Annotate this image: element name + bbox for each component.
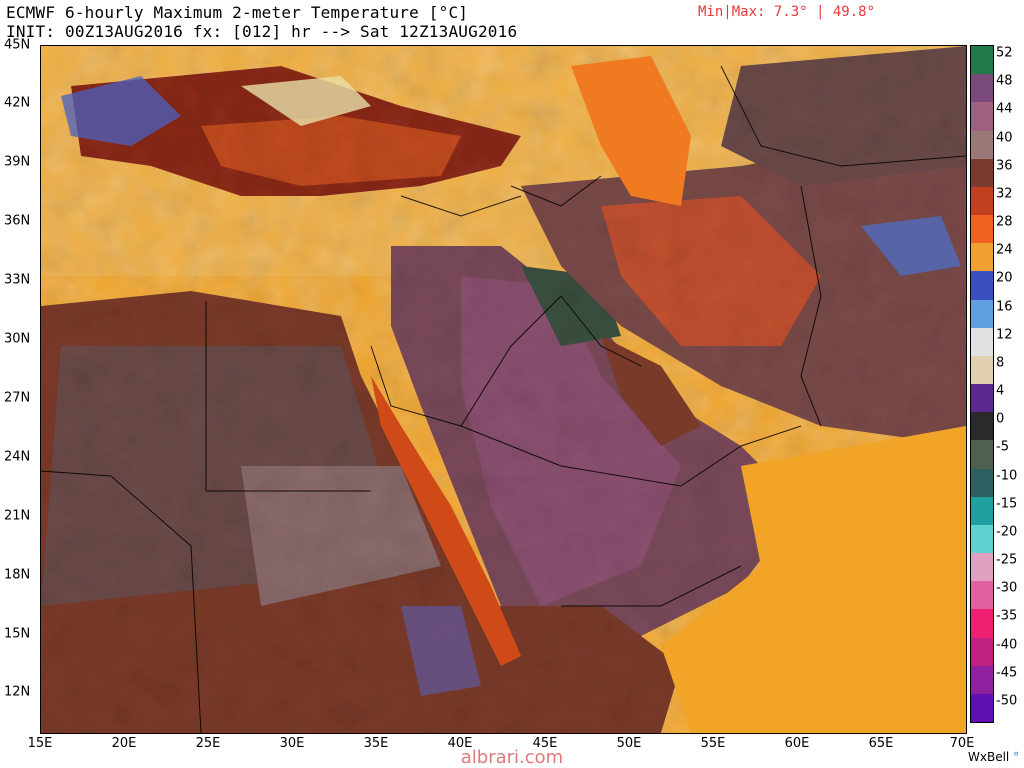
colorbar-label: 12 [996, 327, 1013, 343]
lon-label: 35E [363, 736, 389, 751]
colorbar-label: -25 [996, 552, 1018, 568]
colorbar-swatch [971, 74, 993, 103]
lon-label: 50E [616, 736, 642, 751]
red-sea [371, 376, 521, 666]
colorbar-swatch [971, 355, 993, 385]
colorbar-swatch [971, 468, 993, 498]
map-svg [41, 46, 966, 733]
lon-label: 70E [949, 736, 975, 751]
colorbar-label: -40 [996, 637, 1018, 652]
lat-label: 39N [4, 154, 31, 170]
colorbar-label: -35 [996, 608, 1018, 624]
colorbar-label: -45 [996, 665, 1018, 681]
colorbar-label: 40 [996, 130, 1013, 145]
colorbar-swatch [971, 327, 993, 357]
lat-label: 18N [4, 567, 31, 583]
colorbar-swatch [971, 158, 993, 188]
colorbar-label: 36 [996, 158, 1013, 174]
lon-label: 65E [868, 736, 894, 751]
colorbar-label: 0 [996, 411, 1005, 427]
colorbar-label: 16 [996, 299, 1013, 314]
lat-label: 42N [4, 95, 31, 111]
colorbar-label: 24 [996, 242, 1013, 258]
colorbar-label: -50 [996, 693, 1018, 709]
colorbar-swatch [971, 130, 993, 160]
colorbar-label: 4 [996, 383, 1005, 399]
lat-label: 30N [4, 331, 31, 347]
map-title: ECMWF 6-hourly Maximum 2-meter Temperatu… [6, 3, 469, 22]
lat-label: 15N [4, 626, 31, 642]
lon-label: 60E [784, 736, 810, 751]
colorbar-label: -30 [996, 580, 1018, 596]
colorbar-swatch [971, 693, 993, 723]
colorbar-label: -20 [996, 524, 1018, 540]
country-borders [41, 65, 966, 733]
colorbar-swatch [971, 524, 993, 554]
wxbell-logo-icon: ° [1013, 750, 1020, 764]
lat-label: 27N [4, 390, 31, 406]
arabian-sea [661, 426, 966, 733]
lon-label: 40E [447, 736, 473, 751]
wxbell-credit: WxBell ° [968, 750, 1020, 764]
init-line: INIT: 00Z13AUG2016 fx: [012] hr --> Sat … [6, 22, 518, 41]
colorbar-swatch [971, 609, 993, 638]
colorbar-label: 44 [996, 101, 1013, 117]
lat-label: 24N [4, 449, 31, 465]
lat-label: 21N [4, 508, 31, 524]
colorbar-swatch [971, 186, 993, 216]
colorbar-swatch [971, 581, 993, 610]
watermark: albrari.com [460, 747, 564, 768]
lat-label: 33N [4, 272, 31, 288]
lon-label: 55E [700, 736, 726, 751]
lon-label: 25E [195, 736, 221, 751]
colorbar-label: -5 [996, 439, 1009, 455]
colorbar-label: -10 [996, 468, 1018, 483]
colorbar-swatch [971, 412, 993, 441]
colorbar-swatch [971, 102, 993, 131]
colorbar-label: 52 [996, 45, 1013, 61]
colorbar-swatch [971, 637, 993, 667]
colorbar-swatch [971, 299, 993, 329]
lat-label: 12N [4, 684, 31, 700]
colorbar-label: 48 [996, 73, 1013, 89]
lon-label: 45E [532, 736, 558, 751]
lon-label: 20E [111, 736, 137, 751]
lon-label: 30E [279, 736, 305, 751]
colorbar-swatch [971, 46, 993, 75]
colorbar-swatch [971, 215, 993, 244]
temperature-colorbar [970, 45, 994, 723]
colorbar-label: 20 [996, 270, 1013, 286]
temperature-map [40, 45, 967, 734]
colorbar-label: 32 [996, 186, 1013, 202]
colorbar-swatch [971, 665, 993, 695]
colorbar-swatch [971, 384, 993, 413]
colorbar-swatch [971, 271, 993, 300]
colorbar-swatch [971, 496, 993, 526]
minmax-readout: Min|Max: 7.3° | 49.8° [698, 4, 876, 20]
colorbar-swatch [971, 440, 993, 469]
colorbar-label: -15 [996, 496, 1018, 512]
persian-gulf [601, 336, 701, 446]
colorbar-label: 28 [996, 214, 1013, 230]
lat-label: 45N [4, 37, 31, 53]
colorbar-label: 8 [996, 355, 1005, 371]
colorbar-swatch [971, 553, 993, 582]
lat-label: 36N [4, 213, 31, 229]
lon-label: 15E [27, 736, 53, 751]
colorbar-swatch [971, 243, 993, 272]
caspian-sea [571, 56, 691, 206]
